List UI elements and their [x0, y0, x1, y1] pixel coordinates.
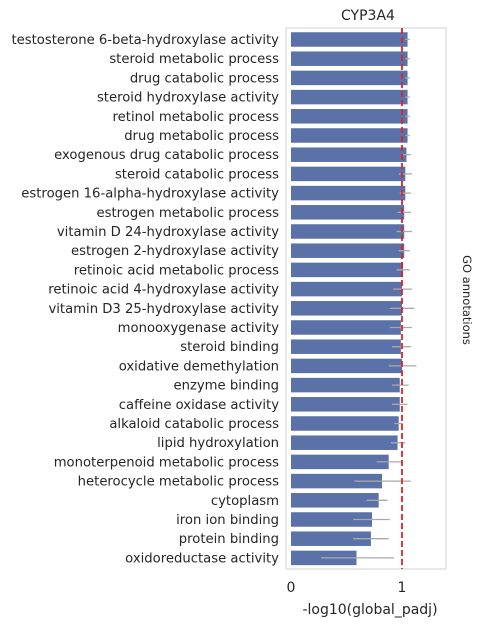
bar — [291, 185, 406, 201]
category-label: cytoplasm — [211, 494, 279, 509]
category-label: drug metabolic process — [124, 129, 279, 144]
category-label: protein binding — [179, 532, 279, 547]
category-label: estrogen 2-hydroxylase activity — [71, 244, 279, 259]
bar — [291, 32, 408, 47]
category-label: drug catabolic process — [130, 71, 279, 86]
bar — [291, 416, 399, 431]
bar — [291, 435, 398, 450]
bar — [291, 70, 408, 86]
category-label: exogenous drug catabolic process — [54, 148, 279, 163]
category-label: enzyme binding — [173, 379, 279, 394]
category-labels: testosterone 6-beta-hydroxylase activity… — [11, 33, 279, 566]
chart-title: CYP3A4 — [341, 8, 395, 24]
bar — [291, 147, 407, 162]
category-label: steroid binding — [180, 340, 279, 355]
category-label: retinoic acid 4-hydroxylase activity — [48, 283, 279, 298]
category-label: vitamin D 24-hydroxylase activity — [57, 225, 279, 240]
category-label: monoterpenoid metabolic process — [54, 455, 279, 470]
category-label: steroid metabolic process — [109, 52, 279, 67]
bar — [291, 320, 401, 335]
bars-group — [291, 32, 408, 566]
bar — [291, 377, 400, 393]
bar — [291, 358, 402, 374]
category-label: iron ion binding — [176, 513, 279, 528]
x-axis-label: -log10(global_padj) — [302, 602, 437, 618]
category-label: steroid catabolic process — [115, 167, 279, 182]
bar — [291, 243, 405, 258]
category-label: vitamin D3 25-hydroxylase activity — [48, 302, 279, 317]
category-label: retinoic acid metabolic process — [74, 263, 279, 278]
bar — [291, 454, 389, 470]
category-label: oxidative demethylation — [119, 359, 279, 374]
bar — [291, 493, 379, 508]
category-label: retinol metabolic process — [113, 110, 280, 125]
category-label: heterocycle metabolic process — [78, 475, 279, 490]
bar — [291, 51, 408, 66]
category-label: monooxygenase activity — [118, 321, 280, 336]
bar — [291, 531, 371, 546]
y-side-label: GO annotations — [460, 255, 474, 345]
category-label: alkaloid catabolic process — [109, 417, 279, 432]
bar — [291, 89, 408, 105]
bar — [291, 301, 402, 316]
category-label: estrogen metabolic process — [97, 206, 280, 221]
bar — [291, 281, 402, 297]
category-label: lipid hydroxylation — [157, 436, 279, 451]
bar — [291, 339, 401, 354]
bar — [291, 397, 400, 412]
bar — [291, 109, 408, 124]
bar — [291, 224, 405, 239]
bar — [291, 166, 406, 182]
category-label: testosterone 6-beta-hydroxylase activity — [11, 33, 279, 48]
category-label: steroid hydroxylase activity — [97, 91, 279, 106]
bar — [291, 128, 408, 143]
category-label: estrogen 16-alpha-hydroxylase activity — [21, 187, 279, 202]
category-label: oxidoreductase activity — [125, 551, 279, 566]
bar — [291, 205, 405, 220]
bar — [291, 262, 404, 278]
plot-frame — [285, 27, 447, 570]
bar — [291, 473, 383, 489]
bar — [291, 512, 373, 527]
x-tick-label: 1 — [398, 580, 407, 596]
x-tick-label: 0 — [287, 580, 296, 596]
category-label: caffeine oxidase activity — [119, 398, 279, 413]
